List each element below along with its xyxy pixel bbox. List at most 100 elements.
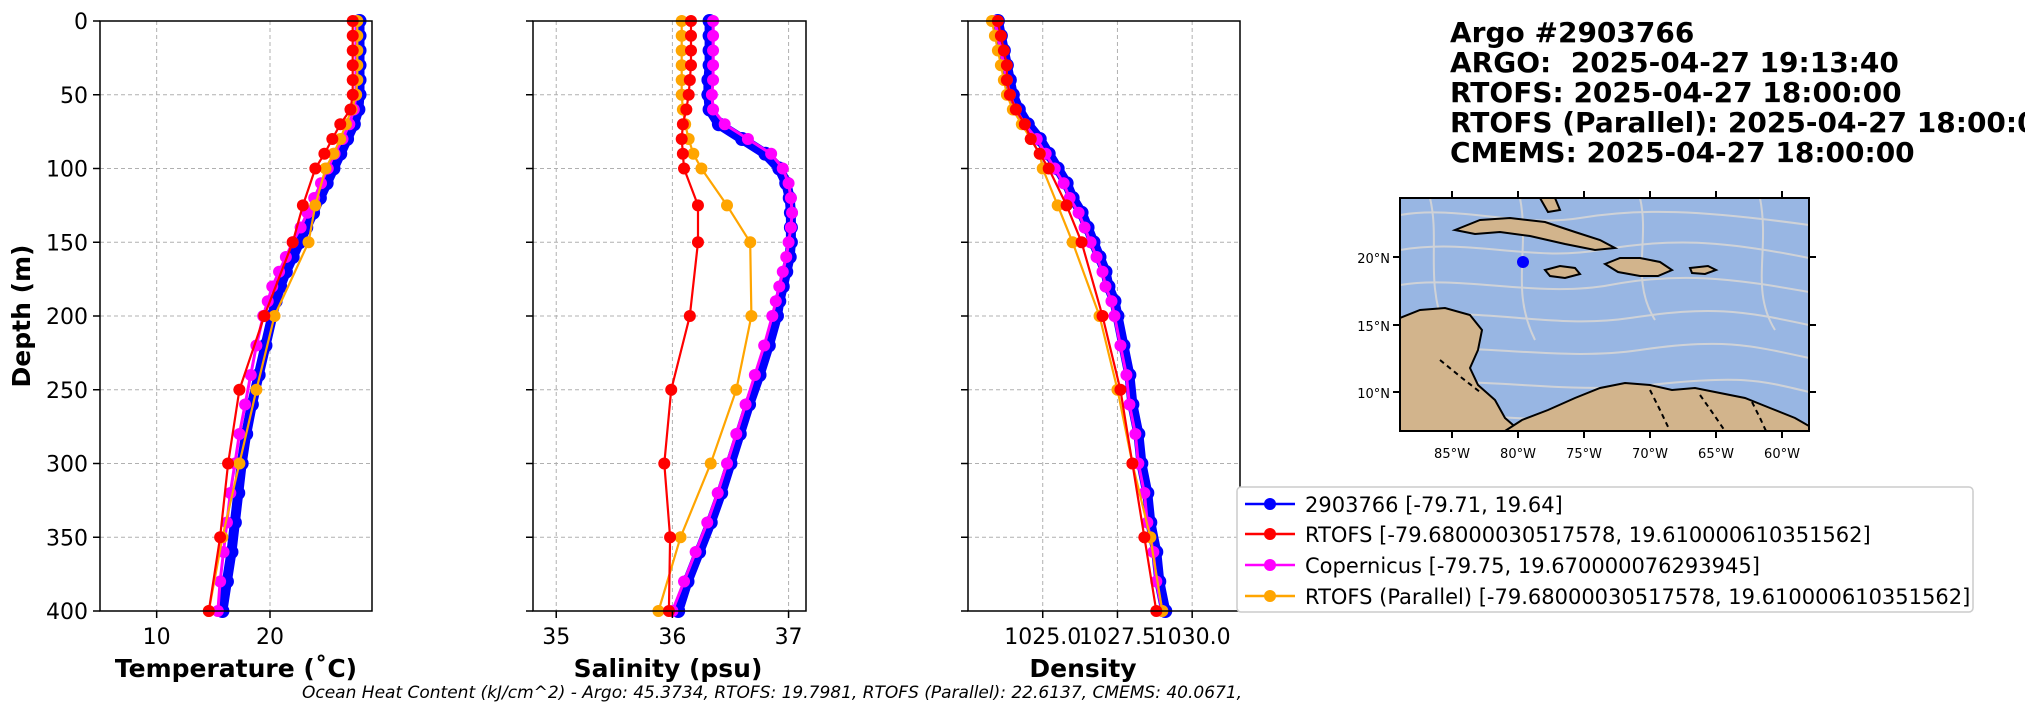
x-tick-label: 10 [143,625,171,650]
temperature-axes: 0 50 100 150 200 250 300 350 400 10 20 [46,10,373,650]
xlabel-density: Density [1029,654,1136,683]
data-point-rtofs [684,59,697,72]
data-point-copernicus [705,88,718,101]
data-point-copernicus [1099,280,1112,293]
data-point-rtofs [1138,531,1151,544]
legend-label: RTOFS (Parallel) [-79.68000030517578, 19… [1305,585,1970,609]
data-point-rtofs_parallel [695,162,708,175]
data-point-rtofs_parallel [309,199,322,212]
data-point-copernicus [766,310,779,322]
argo-float-marker [1517,256,1529,268]
data-point-copernicus [782,236,795,249]
data-point-rtofs [1042,162,1055,175]
data-point-rtofs [664,531,677,544]
data-point-rtofs [678,162,691,175]
ylabel-depth: Depth (m) [7,245,36,388]
map-lat-tick: 10°N [1357,387,1390,402]
data-point-copernicus [776,162,789,175]
salinity-axes: 35 36 37 [526,14,807,650]
data-point-rtofs_parallel [675,59,688,72]
data-point-rtofs [1033,147,1046,160]
legend-frame [1236,486,1974,613]
data-point-copernicus [786,206,799,219]
data-point-copernicus [739,398,752,411]
legend-label: 2903766 [-79.71, 19.64] [1305,493,1563,517]
data-point-copernicus [707,44,720,57]
data-point-rtofs [346,59,359,72]
y-tick-label: 50 [60,84,88,109]
map-lon-tick: 65°W [1698,447,1734,462]
y-tick-label: 250 [46,379,88,404]
data-point-rtofs [675,133,688,145]
data-point-copernicus [730,428,743,440]
map-lon-tick: 85°W [1434,447,1470,462]
info-title: Argo #2903766 [1450,16,1694,49]
data-point-rtofs_parallel [675,29,688,42]
legend: 2903766 [-79.71, 19.64] RTOFS [-79.68000… [1236,486,1974,613]
data-point-rtofs [1000,74,1013,86]
data-point-rtofs [326,133,339,145]
data-point-copernicus [678,575,691,588]
ocean-heat-content-text: Ocean Heat Content (kJ/cm^2) - Argo: 45.… [302,683,1242,703]
info-line-cmems: CMEMS: 2025-04-27 18:00:00 [1450,136,1915,169]
map-lon-tick: 60°W [1764,447,1800,462]
data-point-rtofs [1096,310,1109,322]
legend-entry: Copernicus [-79.75, 19.670000076293945] [1245,554,1760,578]
data-point-rtofs [676,118,689,131]
data-point-rtofs_parallel [744,236,757,249]
data-point-rtofs_parallel [745,310,758,322]
data-point-copernicus [239,398,252,411]
data-point-copernicus [765,147,778,160]
y-tick-label: 200 [46,305,88,330]
data-point-copernicus [1108,310,1121,322]
x-tick-label: 36 [658,625,686,650]
data-point-rtofs_parallel [268,310,281,322]
data-point-copernicus [782,177,795,190]
data-point-copernicus [784,221,797,234]
data-point-rtofs [346,74,359,86]
data-point-copernicus [244,369,257,381]
legend-entry: 2903766 [-79.71, 19.64] [1245,493,1563,517]
data-point-rtofs_parallel [687,147,700,160]
data-point-rtofs [1114,383,1127,396]
series-group [652,14,799,618]
map-land [1400,198,1809,431]
data-point-copernicus [784,192,797,204]
data-point-rtofs [1024,133,1037,145]
x-tick-label: 37 [775,625,803,650]
location-map: 85°W 80°W 75°W 70°W 65°W 60°W 20°N 15°N … [1357,191,1816,462]
info-line-rtofs: RTOFS: 2025-04-27 18:00:00 [1450,76,1902,109]
data-point-rtofs [309,162,322,175]
info-block: Argo #2903766 ARGO: 2025-04-27 19:13:40 … [1450,16,2025,169]
data-point-copernicus [214,575,227,588]
data-point-rtofs [344,103,357,116]
data-point-rtofs [658,457,671,470]
data-point-rtofs [318,147,331,160]
y-tick-label: 150 [46,231,88,256]
data-point-rtofs [680,103,693,116]
data-point-copernicus [1120,369,1133,381]
data-point-rtofs [1126,457,1139,470]
data-point-copernicus [1072,206,1085,219]
y-tick-label: 0 [74,10,88,35]
data-point-copernicus [776,265,789,278]
data-point-rtofs [233,383,246,396]
data-point-rtofs [997,44,1010,57]
data-point-rtofs_parallel [319,162,332,175]
data-point-rtofs [683,74,696,86]
data-point-copernicus [769,295,782,308]
data-point-copernicus [1123,398,1136,411]
data-point-copernicus [1150,575,1163,588]
data-point-rtofs [684,29,697,42]
map-lat-tick: 15°N [1357,320,1390,335]
data-point-rtofs_parallel [1066,236,1079,249]
x-tick-label: 1025.0 [1004,625,1081,650]
data-point-copernicus [1090,251,1103,263]
data-point-rtofs [296,199,309,212]
data-point-rtofs [346,29,359,42]
data-point-rtofs [222,457,235,470]
data-point-rtofs [683,310,696,322]
data-point-rtofs [1003,88,1016,101]
